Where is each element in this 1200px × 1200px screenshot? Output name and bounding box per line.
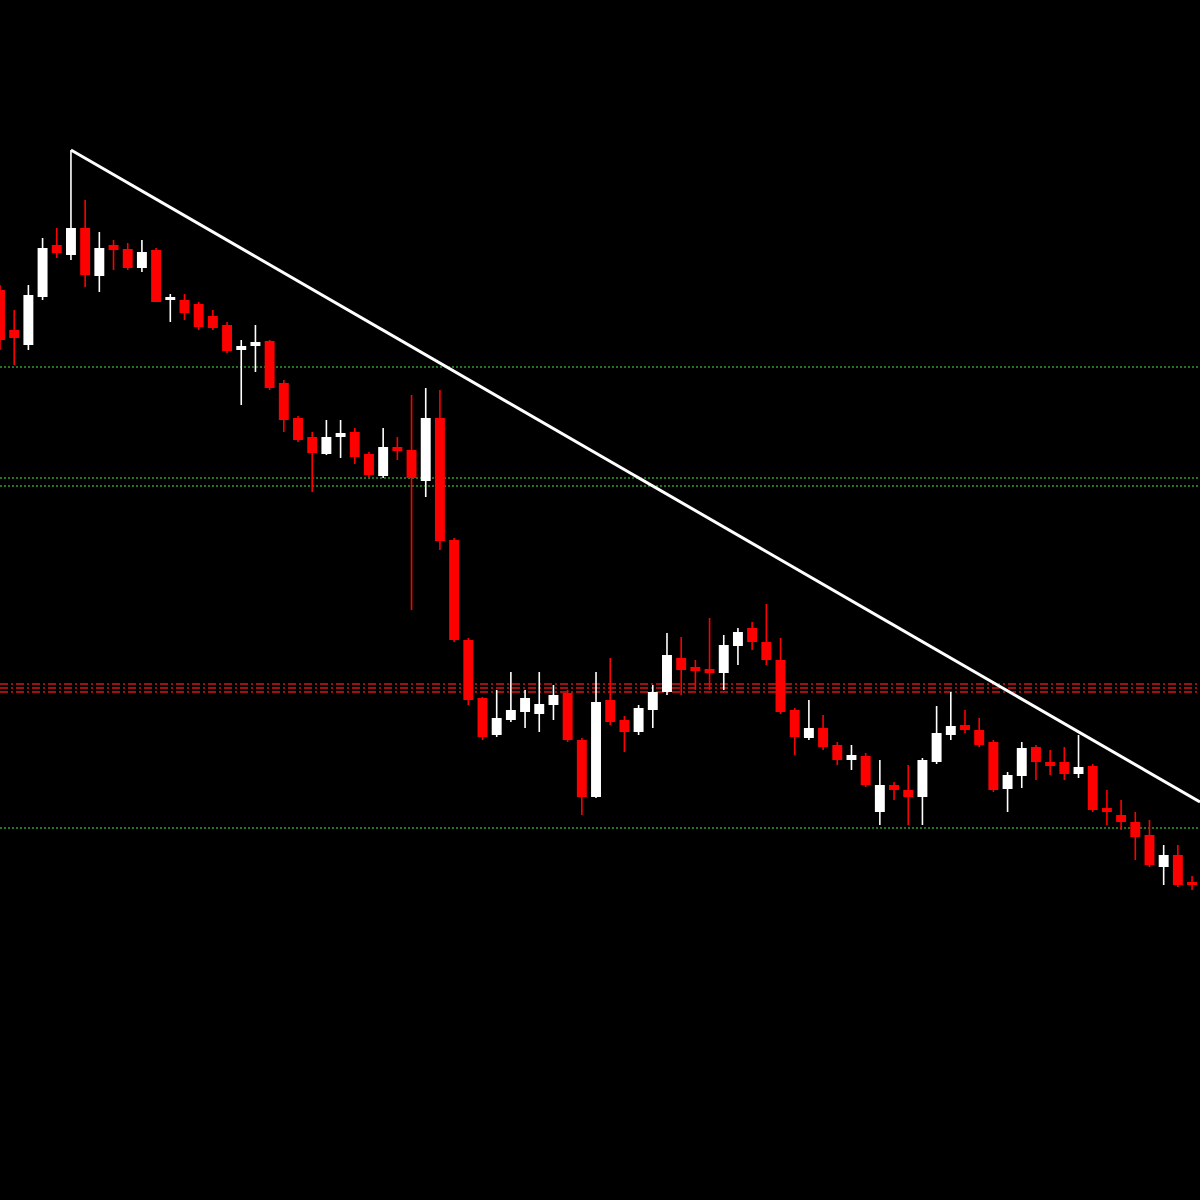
candle-body	[718, 645, 729, 673]
candle-body	[463, 640, 474, 700]
candle-body	[676, 658, 687, 670]
candle-body	[945, 726, 956, 735]
candle-body	[860, 756, 871, 785]
candle-body	[732, 632, 743, 646]
candle-body	[94, 248, 105, 276]
candle-body	[974, 730, 985, 745]
candle-body	[364, 454, 374, 475]
candle-body	[917, 760, 928, 797]
candle-body	[803, 728, 814, 738]
candle-body	[1144, 835, 1155, 865]
candle-body	[151, 250, 162, 302]
candle-body	[136, 252, 147, 268]
candle-body	[789, 710, 800, 737]
candle-body	[846, 755, 857, 760]
candle-body	[1172, 855, 1183, 885]
candle-body	[491, 718, 502, 735]
candle-body	[1187, 882, 1198, 885]
candle-body	[9, 330, 20, 338]
candle-body	[1045, 762, 1056, 766]
candle-body	[761, 642, 772, 660]
candle-body	[193, 304, 204, 327]
candle-body	[633, 708, 644, 732]
candle-body	[662, 655, 672, 692]
candle-body	[80, 228, 91, 275]
candle-body	[335, 433, 346, 437]
candle-body	[874, 785, 885, 812]
candle-body	[165, 297, 176, 300]
candle-body	[222, 325, 233, 351]
candle-body	[690, 667, 701, 671]
candle-body	[1101, 808, 1112, 812]
candle-body	[960, 725, 970, 730]
candle-body	[37, 248, 48, 297]
candle-body	[1130, 822, 1141, 837]
candle-body	[647, 692, 658, 710]
candle-body	[1158, 855, 1169, 867]
candle-body	[406, 450, 417, 478]
candle-body	[1073, 767, 1084, 774]
candle-body	[818, 728, 829, 747]
candle-body	[931, 733, 942, 762]
candle-body	[122, 249, 133, 268]
candle-body	[534, 704, 545, 714]
candle-body	[1030, 747, 1041, 762]
candle-body	[1087, 766, 1098, 810]
candle-body	[903, 790, 914, 797]
candle-body	[562, 693, 573, 740]
candle-body	[250, 342, 261, 346]
candle-body	[392, 447, 403, 451]
candle-body	[605, 700, 616, 722]
candle-body	[420, 418, 431, 481]
candle-body	[449, 540, 460, 640]
trendline	[70, 148, 1200, 804]
candle-body	[51, 245, 62, 253]
candle-body	[775, 660, 786, 712]
candle-body	[65, 228, 76, 255]
candle-body	[520, 698, 531, 712]
candle-body	[378, 447, 389, 476]
candle-body	[108, 245, 119, 250]
candle-body	[349, 432, 360, 457]
candle-body	[576, 740, 587, 797]
candle-body	[477, 698, 488, 737]
candle-body	[278, 383, 289, 420]
candle-body	[704, 669, 715, 673]
candle-body	[505, 710, 516, 720]
candle-body	[1059, 762, 1070, 774]
candle-body	[179, 300, 190, 313]
candle-body	[307, 437, 318, 453]
candle-body	[236, 346, 247, 350]
candle-body	[293, 418, 303, 440]
candle-body	[1002, 775, 1013, 789]
candle-body	[832, 745, 843, 760]
candle-body	[434, 418, 445, 541]
candle-body	[548, 695, 559, 705]
candle-body	[889, 785, 900, 790]
candle-body	[747, 628, 758, 642]
candle-body	[1016, 748, 1027, 776]
candle-body	[1116, 815, 1127, 822]
candle-body	[207, 316, 218, 328]
candle-body	[988, 742, 999, 790]
candle-body	[264, 341, 275, 388]
candle-body	[23, 295, 34, 345]
candle-body	[0, 290, 5, 340]
candle-body	[619, 720, 630, 732]
candle-body	[321, 437, 332, 454]
candle-body	[591, 702, 601, 797]
